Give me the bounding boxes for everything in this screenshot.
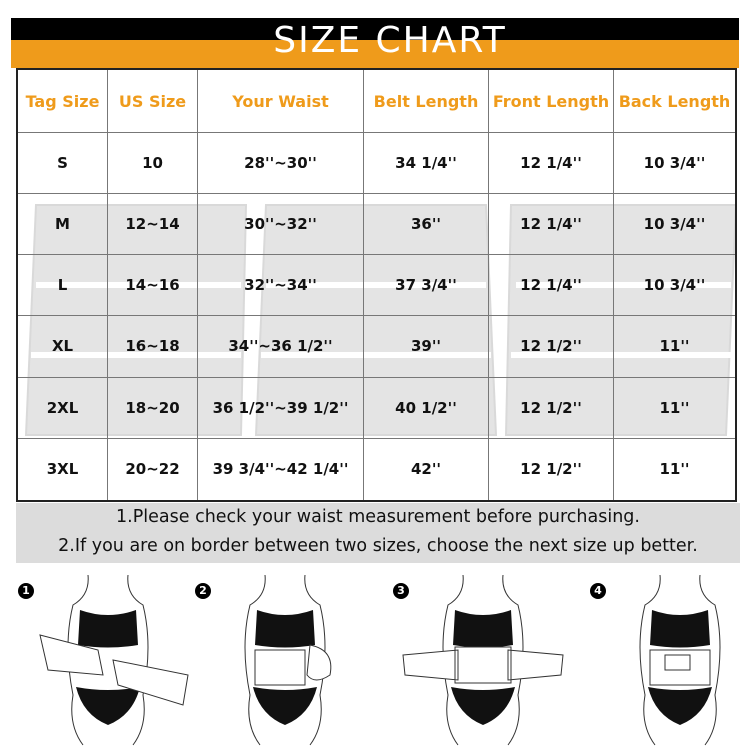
table-cell: XL: [16, 315, 108, 378]
table-cell: 42'': [363, 437, 489, 502]
step-number-badge: 2: [195, 583, 211, 599]
table-cell: 12 1/4'': [488, 193, 614, 256]
woman-wearing-belt-illustration: [39, 574, 189, 746]
instruction-step: 1: [18, 574, 198, 750]
table-cell: 11'': [613, 437, 737, 502]
table-row: S 10 28''~30'' 34 1/4'' 12 1/4'' 10 3/4'': [16, 131, 737, 195]
header-belt-length: Belt Length: [363, 68, 489, 133]
table-cell: 14~16: [107, 254, 198, 317]
table-row: 2XL 18~20 36 1/2''~39 1/2'' 40 1/2'' 12 1/2'…: [16, 376, 737, 439]
table-row: 3XL 20~22 39 3/4''~42 1/4'' 42'' 12 1/2'' 11'…: [16, 437, 737, 502]
table-cell: 34''~36 1/2'': [197, 315, 364, 378]
table-cell: 34 1/4'': [363, 131, 489, 195]
note-1: 1.Please check your waist measurement be…: [116, 507, 640, 527]
table-cell: 39 3/4''~42 1/4'': [197, 437, 364, 502]
header-your-waist: Your Waist: [197, 68, 364, 133]
table-cell: L: [16, 254, 108, 317]
note-2: 2.If you are on border between two sizes…: [58, 536, 698, 556]
table-cell: 20~22: [107, 437, 198, 502]
woman-wearing-belt-illustration: [639, 574, 721, 746]
header-us-size: US Size: [107, 68, 198, 133]
woman-wearing-belt-illustration: [244, 574, 332, 746]
header-tag-size: Tag Size: [16, 68, 108, 133]
table-cell: 10 3/4'': [613, 193, 737, 256]
instruction-step: 3: [393, 574, 573, 750]
step-number-badge: 1: [18, 583, 34, 599]
table-cell: M: [16, 193, 108, 256]
table-cell: 10 3/4'': [613, 131, 737, 195]
table-cell: 39'': [363, 315, 489, 378]
woman-wearing-belt-illustration: [402, 574, 564, 746]
page-title: SIZE CHART: [273, 20, 507, 61]
table-cell: 18~20: [107, 376, 198, 439]
table-cell: 11'': [613, 376, 737, 439]
header-back-length: Back Length: [613, 68, 737, 133]
header-orange-band: [11, 40, 739, 68]
table-cell: 16~18: [107, 315, 198, 378]
table-cell: 2XL: [16, 376, 108, 439]
header-front-length: Front Length: [488, 68, 614, 133]
table-cell: 37 3/4'': [363, 254, 489, 317]
notes-box: 1.Please check your waist measurement be…: [16, 503, 740, 563]
instruction-step: 2: [195, 574, 375, 750]
table-cell: S: [16, 131, 108, 195]
instruction-step: 4: [590, 574, 750, 750]
table-cell: 12 1/2'': [488, 315, 614, 378]
header-black-band: [11, 18, 739, 40]
table-cell: 11'': [613, 315, 737, 378]
step-number-badge: 4: [590, 583, 606, 599]
table-cell: 30''~32'': [197, 193, 364, 256]
table-cell: 12 1/4'': [488, 131, 614, 195]
table-cell: 3XL: [16, 437, 108, 502]
table-cell: 32''~34'': [197, 254, 364, 317]
table-cell: 12 1/2'': [488, 376, 614, 439]
table-header-row: Tag Size US Size Your Waist Belt Length …: [16, 68, 737, 133]
table-row: M 12~14 30''~32'' 36'' 12 1/4'' 10 3/4'': [16, 193, 737, 256]
table-row: XL 16~18 34''~36 1/2'' 39'' 12 1/2'' 11'': [16, 315, 737, 378]
table-cell: 12~14: [107, 193, 198, 256]
table-cell: 10 3/4'': [613, 254, 737, 317]
table-cell: 36'': [363, 193, 489, 256]
table-cell: 12 1/4'': [488, 254, 614, 317]
table-cell: 40 1/2'': [363, 376, 489, 439]
table-row: L 14~16 32''~34'' 37 3/4'' 12 1/4'' 10 3/4'': [16, 254, 737, 317]
table-cell: 12 1/2'': [488, 437, 614, 502]
table-cell: 36 1/2''~39 1/2'': [197, 376, 364, 439]
size-chart-table: Tag Size US Size Your Waist Belt Length …: [16, 68, 737, 502]
step-number-badge: 3: [393, 583, 409, 599]
table-cell: 28''~30'': [197, 131, 364, 195]
table-cell: 10: [107, 131, 198, 195]
